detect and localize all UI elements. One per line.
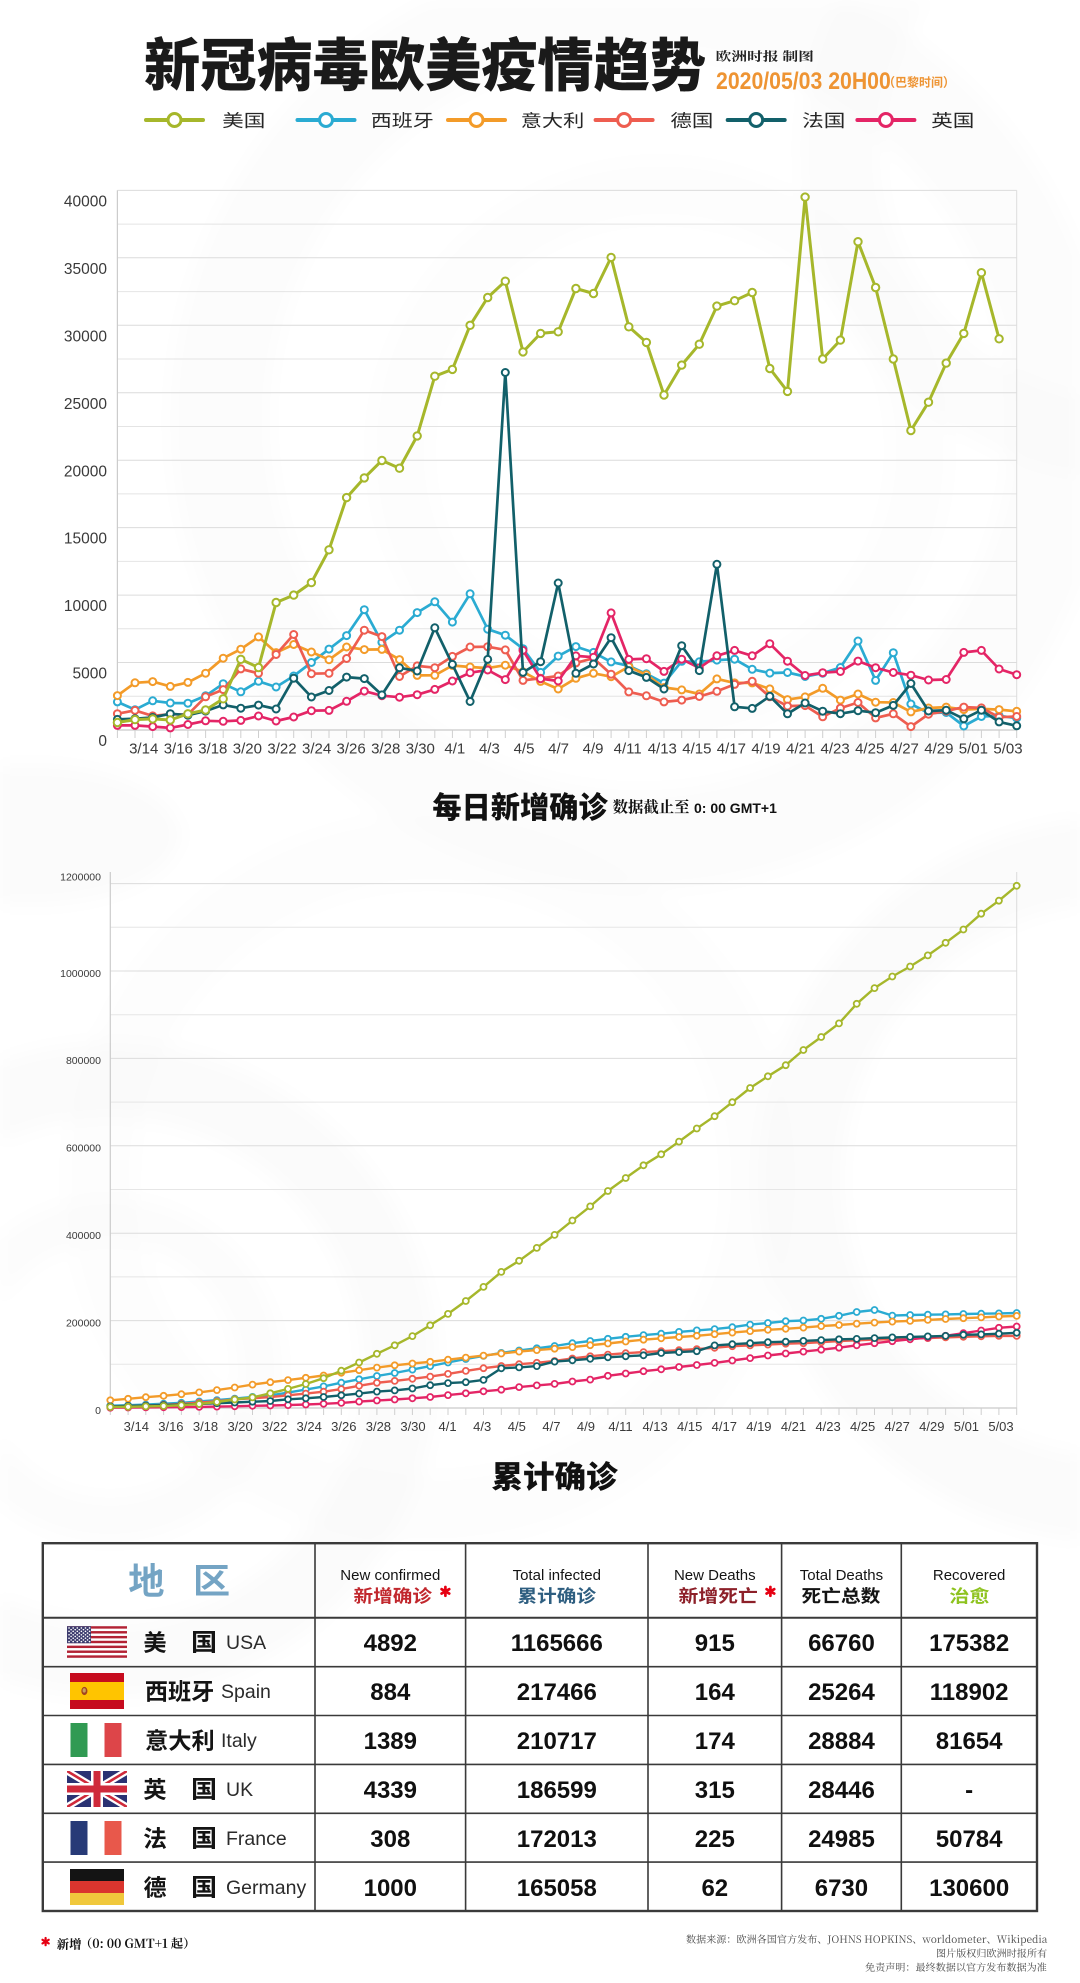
svg-text:30000: 30000: [64, 328, 107, 345]
svg-text:3/16: 3/16: [164, 741, 193, 758]
svg-text:4/21: 4/21: [786, 741, 815, 758]
svg-text:4/7: 4/7: [548, 741, 569, 758]
svg-text:4/17: 4/17: [712, 1419, 737, 1434]
svg-text:4/13: 4/13: [648, 741, 677, 758]
svg-text:4/23: 4/23: [820, 741, 849, 758]
svg-text:5/03: 5/03: [993, 741, 1022, 758]
svg-text:4/27: 4/27: [885, 1419, 910, 1434]
svg-text:4/29: 4/29: [919, 1419, 944, 1434]
svg-text:3/20: 3/20: [233, 741, 262, 758]
svg-text:4/3: 4/3: [473, 1419, 491, 1434]
svg-text:35000: 35000: [64, 261, 107, 278]
svg-text:4/19: 4/19: [746, 1419, 771, 1434]
svg-text:0: 0: [95, 1405, 101, 1417]
svg-text:4/13: 4/13: [642, 1419, 667, 1434]
svg-text:3/16: 3/16: [158, 1419, 183, 1434]
svg-text:5000: 5000: [73, 666, 108, 683]
svg-text:5/01: 5/01: [954, 1419, 979, 1434]
svg-text:4/25: 4/25: [850, 1419, 875, 1434]
svg-text:4/17: 4/17: [717, 741, 746, 758]
svg-text:4/21: 4/21: [781, 1419, 806, 1434]
svg-text:4/1: 4/1: [444, 741, 465, 758]
svg-text:4/15: 4/15: [682, 741, 711, 758]
svg-text:0: 0: [98, 733, 107, 750]
svg-text:3/26: 3/26: [336, 741, 365, 758]
svg-text:4/9: 4/9: [583, 741, 604, 758]
svg-text:3/18: 3/18: [193, 1419, 218, 1434]
svg-text:4/1: 4/1: [439, 1419, 457, 1434]
svg-text:4/19: 4/19: [751, 741, 780, 758]
svg-text:3/24: 3/24: [297, 1419, 322, 1434]
svg-text:3/22: 3/22: [267, 741, 296, 758]
svg-text:1000000: 1000000: [60, 968, 101, 980]
svg-text:3/28: 3/28: [366, 1419, 391, 1434]
svg-text:4/3: 4/3: [479, 741, 500, 758]
svg-text:5/03: 5/03: [988, 1419, 1013, 1434]
svg-text:10000: 10000: [64, 598, 107, 615]
svg-text:600000: 600000: [66, 1143, 101, 1155]
svg-text:4/5: 4/5: [514, 741, 535, 758]
svg-text:3/20: 3/20: [227, 1419, 252, 1434]
svg-text:400000: 400000: [66, 1230, 101, 1242]
svg-text:4/27: 4/27: [890, 741, 919, 758]
svg-text:4/25: 4/25: [855, 741, 884, 758]
svg-text:200000: 200000: [66, 1317, 101, 1329]
svg-text:3/18: 3/18: [198, 741, 227, 758]
svg-text:25000: 25000: [64, 396, 107, 413]
svg-text:4/7: 4/7: [542, 1419, 560, 1434]
svg-text:3/28: 3/28: [371, 741, 400, 758]
svg-text:5/01: 5/01: [959, 741, 988, 758]
svg-text:4/11: 4/11: [614, 741, 642, 758]
svg-text:4/15: 4/15: [677, 1419, 702, 1434]
svg-text:40000: 40000: [64, 193, 107, 210]
svg-text:3/14: 3/14: [124, 1419, 149, 1434]
svg-text:3/14: 3/14: [129, 741, 158, 758]
svg-text:4/5: 4/5: [508, 1419, 526, 1434]
svg-text:3/30: 3/30: [400, 1419, 425, 1434]
svg-text:20000: 20000: [64, 463, 107, 480]
svg-text:1200000: 1200000: [60, 871, 101, 883]
svg-text:4/9: 4/9: [577, 1419, 595, 1434]
svg-text:4/29: 4/29: [924, 741, 953, 758]
svg-text:3/30: 3/30: [406, 741, 435, 758]
svg-text:4/23: 4/23: [815, 1419, 840, 1434]
svg-text:3/22: 3/22: [262, 1419, 287, 1434]
svg-text:800000: 800000: [66, 1055, 101, 1067]
svg-text:3/24: 3/24: [302, 741, 331, 758]
svg-text:3/26: 3/26: [331, 1419, 356, 1434]
svg-text:4/11: 4/11: [608, 1419, 632, 1434]
svg-text:15000: 15000: [64, 531, 107, 548]
